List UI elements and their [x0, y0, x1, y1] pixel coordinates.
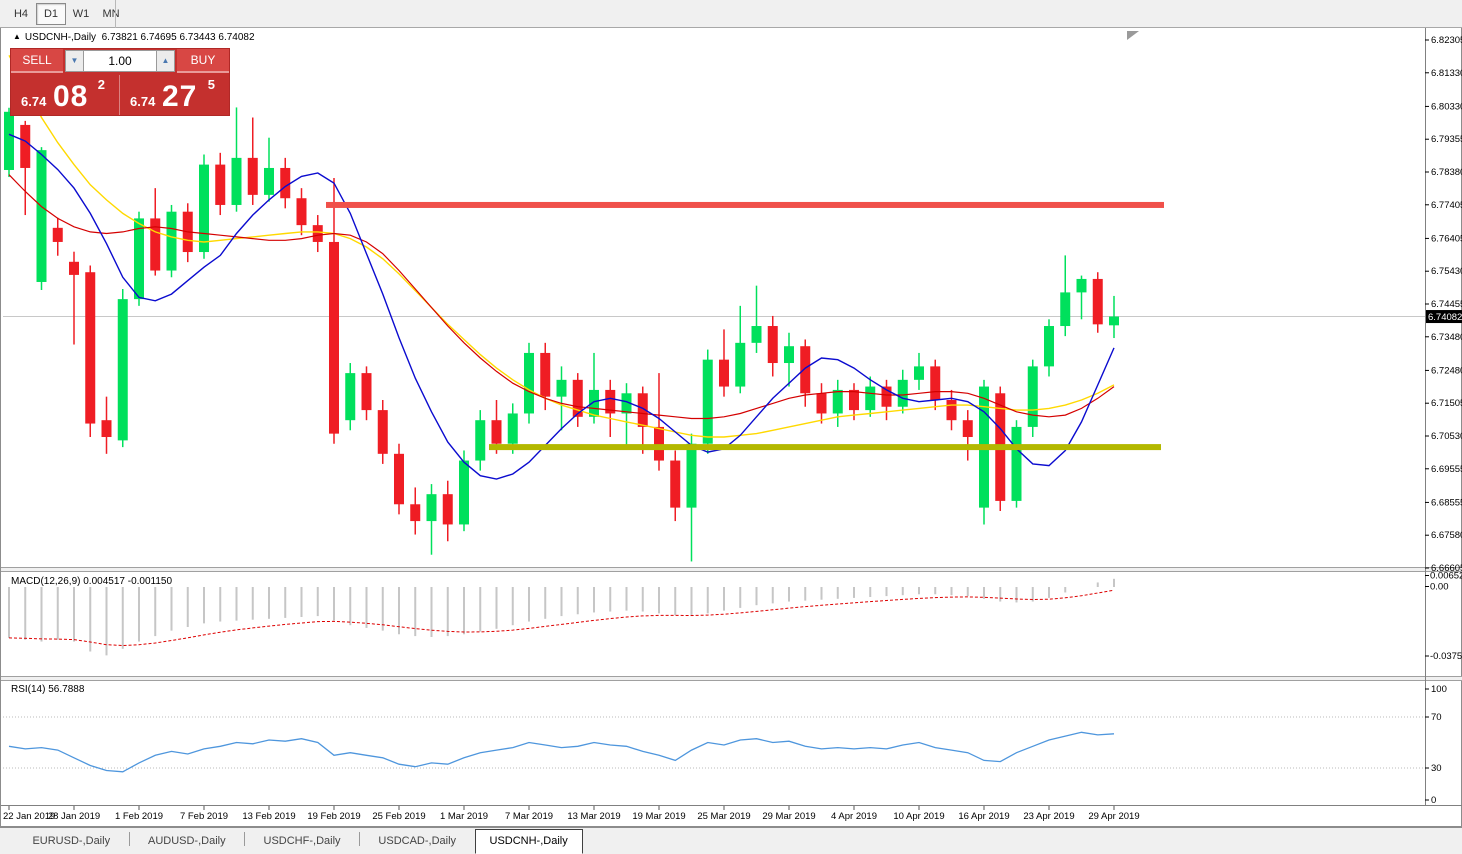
svg-text:6.77405: 6.77405: [1431, 200, 1462, 211]
svg-text:6.66605: 6.66605: [1431, 563, 1462, 574]
svg-text:0.006522: 0.006522: [1430, 571, 1462, 582]
svg-text:6.68555: 6.68555: [1431, 497, 1462, 508]
scroll-to-end-marker: [1127, 31, 1139, 40]
svg-text:6.75430: 6.75430: [1431, 266, 1462, 277]
timeframe-button-mn[interactable]: MN: [96, 3, 126, 25]
svg-text:-0.03757: -0.03757: [1430, 651, 1462, 662]
svg-text:16 Apr 2019: 16 Apr 2019: [958, 811, 1009, 822]
svg-text:7 Mar 2019: 7 Mar 2019: [505, 811, 553, 822]
svg-text:6.72480: 6.72480: [1431, 365, 1462, 376]
buy-button[interactable]: BUY: [177, 49, 229, 73]
tab-separator: [358, 831, 360, 846]
svg-text:25 Feb 2019: 25 Feb 2019: [372, 811, 425, 822]
tab-usdcad[interactable]: USDCAD-,Daily: [378, 835, 457, 847]
svg-text:70: 70: [1431, 712, 1442, 723]
ask-price-pip-digit: 5: [207, 77, 215, 92]
chart-window: 6.82305 6.81330 6.80330 6.79355 6.78380 6.774…: [0, 28, 1462, 827]
volume-input[interactable]: [84, 50, 156, 72]
symbol-tabbar: EURUSD-,Daily AUDUSD-,Daily USDCHF-,Dail…: [0, 827, 1462, 854]
ask-price-display[interactable]: 6.74 27 5: [120, 75, 229, 115]
svg-text:6.82305: 6.82305: [1431, 35, 1462, 46]
tab-usdchf[interactable]: USDCHF-,Daily: [263, 835, 341, 847]
trade-panel-toggle-icon[interactable]: ▲: [13, 32, 21, 41]
svg-text:13 Mar 2019: 13 Mar 2019: [567, 811, 620, 822]
toolbar-separator: [115, 0, 116, 28]
tab-eurusd[interactable]: EURUSD-,Daily: [32, 835, 111, 847]
svg-text:1 Mar 2019: 1 Mar 2019: [440, 811, 488, 822]
svg-text:22 Jan 2019: 22 Jan 2019: [3, 811, 55, 822]
bid-price-big-digits: 08: [53, 80, 89, 113]
svg-text:6.69555: 6.69555: [1431, 464, 1462, 475]
svg-text:6.74455: 6.74455: [1431, 299, 1462, 310]
chart-canvas[interactable]: 6.82305 6.81330 6.80330 6.79355 6.78380 6.774…: [1, 28, 1462, 827]
bid-price-pip-digit: 2: [97, 77, 105, 92]
chart-symbol-label: USDCNH-,Daily: [24, 32, 97, 43]
svg-text:6.73480: 6.73480: [1431, 332, 1462, 343]
timeframe-button-d1[interactable]: D1: [36, 3, 66, 25]
svg-text:19 Feb 2019: 19 Feb 2019: [307, 811, 360, 822]
volume-increment-icon[interactable]: ▲: [156, 50, 175, 72]
svg-text:6.79355: 6.79355: [1431, 134, 1462, 145]
svg-text:25 Mar 2019: 25 Mar 2019: [697, 811, 750, 822]
svg-text:4 Apr 2019: 4 Apr 2019: [831, 811, 877, 822]
tab-audusd[interactable]: AUDUSD-,Daily: [147, 835, 226, 847]
ask-price-big-digits: 27: [162, 80, 198, 113]
ask-price-prefix: 6.74: [130, 94, 156, 109]
sell-button[interactable]: SELL: [11, 49, 63, 73]
svg-text:1 Feb 2019: 1 Feb 2019: [115, 811, 163, 822]
bid-price-display[interactable]: 6.74 08 2: [11, 75, 120, 115]
chart-ohlc-values: 6.73821 6.74695 6.73443 6.74082: [101, 32, 255, 43]
tab-separator: [128, 831, 130, 846]
svg-text:30: 30: [1431, 763, 1442, 774]
volume-dropdown-icon[interactable]: ▼: [65, 50, 84, 72]
macd-indicator-label: MACD(12,26,9) 0.004517 -0.001150: [11, 576, 173, 587]
svg-text:6.81330: 6.81330: [1431, 68, 1462, 79]
svg-text:0.00: 0.00: [1430, 582, 1449, 593]
svg-text:29 Mar 2019: 29 Mar 2019: [762, 811, 815, 822]
svg-text:6.74082: 6.74082: [1428, 312, 1462, 323]
svg-text:6.80330: 6.80330: [1431, 101, 1462, 112]
rsi-indicator-label: RSI(14) 56.7888: [11, 684, 85, 695]
bid-price-prefix: 6.74: [21, 94, 47, 109]
chart-title: ▲ USDCNH-,Daily 6.73821 6.74695 6.73443 6…: [13, 32, 255, 43]
svg-text:13 Feb 2019: 13 Feb 2019: [242, 811, 295, 822]
svg-text:23 Apr 2019: 23 Apr 2019: [1023, 811, 1074, 822]
timeframe-button-h4[interactable]: H4: [6, 3, 36, 25]
svg-text:0: 0: [1431, 795, 1436, 806]
svg-text:100: 100: [1431, 684, 1447, 695]
svg-text:7 Feb 2019: 7 Feb 2019: [180, 811, 228, 822]
timeframe-toolbar: H4 D1 W1 MN: [0, 0, 1462, 28]
one-click-trade-panel: SELL ▼ ▲ BUY 6.74 08 2 6.74 27 5: [11, 49, 229, 115]
svg-text:10 Apr 2019: 10 Apr 2019: [893, 811, 944, 822]
timeframe-button-w1[interactable]: W1: [66, 3, 96, 25]
svg-text:28 Jan 2019: 28 Jan 2019: [48, 811, 100, 822]
svg-text:6.76405: 6.76405: [1431, 233, 1462, 244]
svg-text:19 Mar 2019: 19 Mar 2019: [632, 811, 685, 822]
svg-text:6.67580: 6.67580: [1431, 530, 1462, 541]
tab-usdcnh-active[interactable]: USDCNH-,Daily: [474, 829, 583, 854]
svg-text:6.70530: 6.70530: [1431, 431, 1462, 442]
tab-separator: [244, 831, 246, 846]
svg-text:29 Apr 2019: 29 Apr 2019: [1088, 811, 1139, 822]
svg-text:6.78380: 6.78380: [1431, 167, 1462, 178]
svg-text:6.71505: 6.71505: [1431, 398, 1462, 409]
